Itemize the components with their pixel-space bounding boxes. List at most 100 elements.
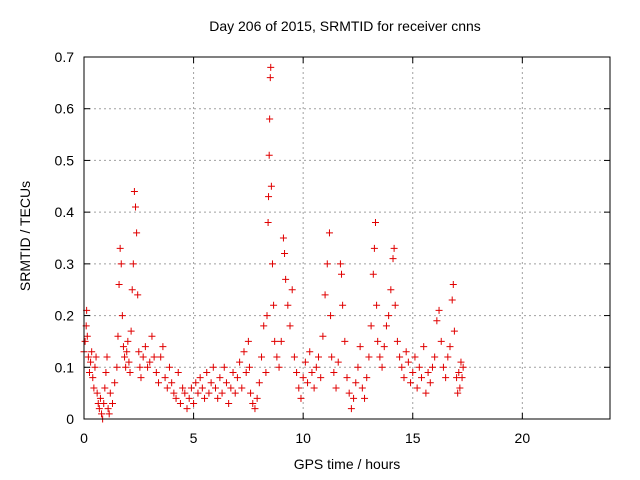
data-point xyxy=(88,348,96,356)
data-point xyxy=(203,368,211,376)
data-point xyxy=(370,244,378,252)
x-tick-label: 20 xyxy=(515,430,531,446)
data-point xyxy=(448,296,456,304)
data-point xyxy=(95,405,103,413)
data-point xyxy=(172,394,180,402)
data-point xyxy=(91,363,99,371)
data-point xyxy=(297,394,305,402)
y-tick-label: 0.4 xyxy=(55,204,75,220)
y-tick-label: 0.2 xyxy=(55,308,75,324)
data-point xyxy=(264,218,272,226)
data-point xyxy=(163,384,171,392)
y-tick-label: 0.5 xyxy=(55,152,75,168)
data-point xyxy=(376,353,384,361)
y-tick-label: 0.1 xyxy=(55,359,75,375)
data-point xyxy=(179,384,187,392)
data-point xyxy=(312,363,320,371)
data-point xyxy=(265,151,273,159)
data-point xyxy=(424,368,432,376)
data-point xyxy=(209,363,217,371)
data-point xyxy=(268,260,276,268)
data-point xyxy=(371,218,379,226)
data-point xyxy=(201,394,209,402)
data-point xyxy=(129,260,137,268)
data-point xyxy=(323,260,331,268)
data-point xyxy=(141,343,149,351)
data-point xyxy=(122,363,130,371)
x-tick-label: 0 xyxy=(80,430,88,446)
data-point xyxy=(339,301,347,309)
data-point xyxy=(127,327,135,335)
data-point xyxy=(442,374,450,382)
data-point xyxy=(345,389,353,397)
data-point xyxy=(281,250,289,258)
data-point xyxy=(130,187,138,195)
data-point xyxy=(456,384,464,392)
data-point xyxy=(387,286,395,294)
data-point xyxy=(216,374,224,382)
data-point xyxy=(103,353,111,361)
x-tick-label: 10 xyxy=(295,430,311,446)
data-point xyxy=(352,379,360,387)
data-point xyxy=(118,312,126,320)
data-point xyxy=(220,363,228,371)
data-point xyxy=(277,337,285,345)
data-point xyxy=(271,337,279,345)
data-point xyxy=(367,322,375,330)
data-point xyxy=(391,301,399,309)
data-point xyxy=(128,286,136,294)
data-point xyxy=(205,389,213,397)
data-point xyxy=(446,343,454,351)
data-point xyxy=(396,353,404,361)
data-point xyxy=(385,312,393,320)
data-point xyxy=(321,291,329,299)
data-point xyxy=(270,301,278,309)
data-point xyxy=(273,353,281,361)
data-point xyxy=(431,353,439,361)
data-point xyxy=(290,353,298,361)
data-point xyxy=(244,337,252,345)
data-point xyxy=(338,270,346,278)
data-point xyxy=(411,353,419,361)
data-point xyxy=(116,244,124,252)
data-point xyxy=(457,358,465,366)
data-point xyxy=(450,327,458,335)
data-point xyxy=(176,399,184,407)
data-point xyxy=(369,270,377,278)
data-point xyxy=(327,312,335,320)
data-point xyxy=(119,343,127,351)
data-point xyxy=(168,379,176,387)
data-point xyxy=(170,389,178,397)
data-point xyxy=(136,363,144,371)
data-point xyxy=(418,374,426,382)
data-point xyxy=(282,275,290,283)
data-point xyxy=(157,353,165,361)
data-point xyxy=(108,399,116,407)
data-point xyxy=(245,363,253,371)
data-point xyxy=(134,291,142,299)
data-point xyxy=(139,353,147,361)
y-tick-label: 0.3 xyxy=(55,256,75,272)
data-point xyxy=(262,368,270,376)
data-point xyxy=(247,389,255,397)
data-point xyxy=(310,384,318,392)
data-point xyxy=(218,389,226,397)
data-point xyxy=(288,286,296,294)
data-point xyxy=(422,389,430,397)
data-point xyxy=(187,384,195,392)
data-point xyxy=(132,203,140,211)
data-point xyxy=(137,374,145,382)
data-point xyxy=(328,353,336,361)
data-point xyxy=(98,410,106,418)
data-point xyxy=(266,74,274,82)
data-point xyxy=(135,348,143,356)
data-point xyxy=(347,405,355,413)
data-point xyxy=(144,363,152,371)
data-point xyxy=(374,337,382,345)
data-point xyxy=(192,379,200,387)
data-point xyxy=(266,115,274,123)
data-point xyxy=(124,337,132,345)
data-point xyxy=(317,374,325,382)
data-point xyxy=(336,260,344,268)
data-point xyxy=(155,379,163,387)
